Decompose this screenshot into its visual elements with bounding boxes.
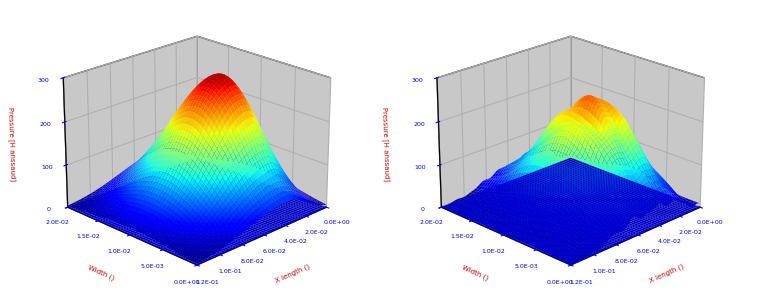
X-axis label: X length (): X length () bbox=[274, 263, 311, 284]
X-axis label: X length (): X length () bbox=[648, 263, 685, 284]
Y-axis label: Width (): Width () bbox=[87, 265, 116, 282]
Y-axis label: Width (): Width () bbox=[461, 265, 489, 282]
